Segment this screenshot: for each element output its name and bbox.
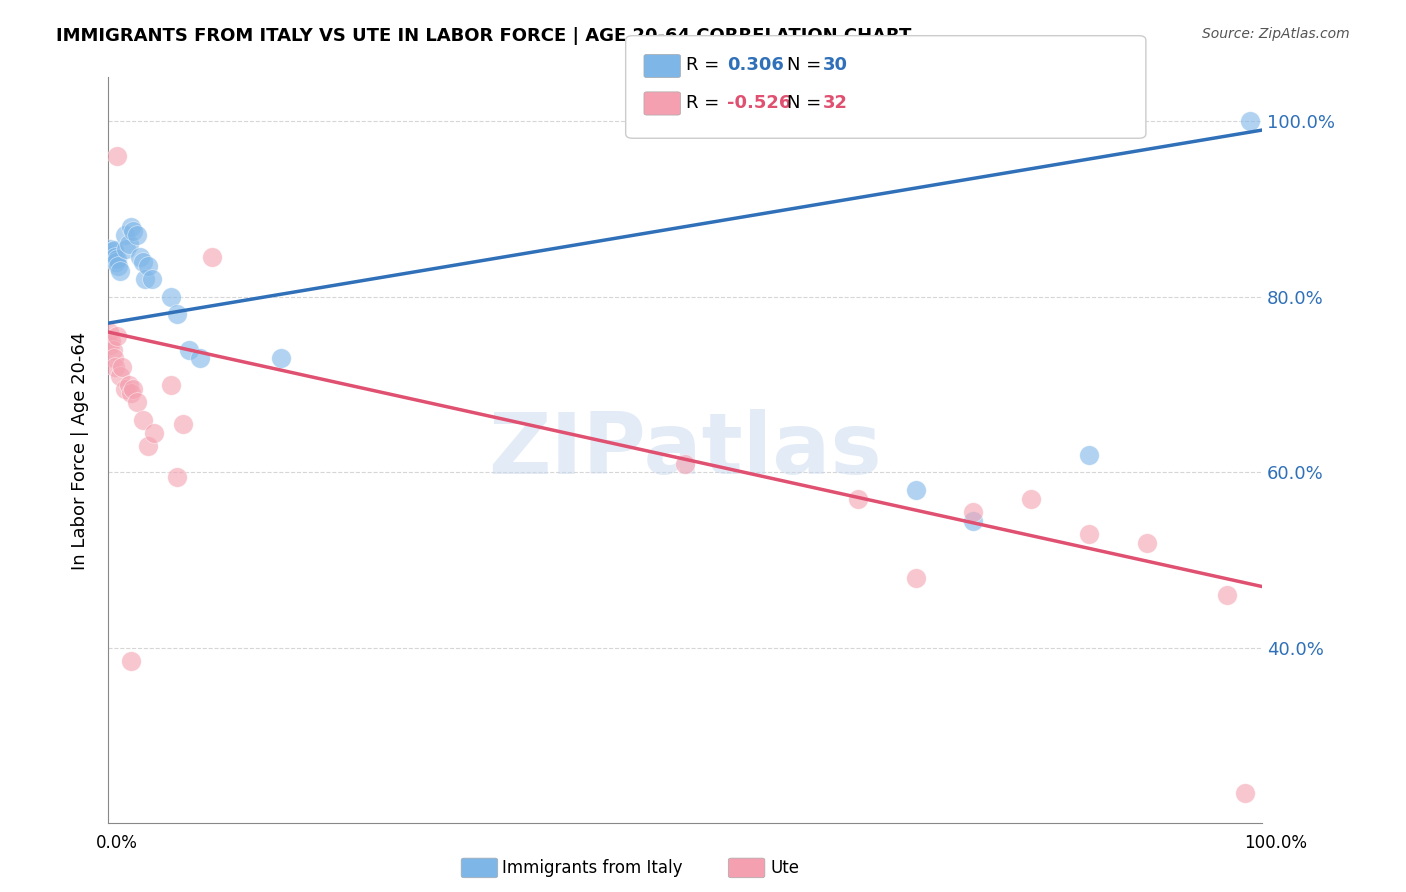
Point: [105, 254, 128, 268]
Point: [172, 417, 194, 431]
Point: [138, 439, 160, 453]
Point: [114, 382, 136, 396]
Point: [98, 338, 121, 352]
Point: [1233, 786, 1256, 800]
Point: [118, 377, 141, 392]
Text: Ute: Ute: [770, 859, 800, 877]
Point: [177, 343, 200, 357]
Point: [103, 351, 125, 366]
Point: [100, 334, 122, 348]
Point: [201, 251, 224, 265]
Point: [143, 425, 166, 440]
Point: [1216, 588, 1239, 602]
Text: N =: N =: [787, 56, 827, 74]
Point: [118, 237, 141, 252]
Text: R =: R =: [686, 94, 725, 112]
Text: Source: ZipAtlas.com: Source: ZipAtlas.com: [1202, 27, 1350, 41]
Text: N =: N =: [787, 94, 827, 112]
Point: [100, 248, 122, 262]
Point: [160, 377, 183, 392]
Point: [120, 654, 142, 668]
Point: [1077, 448, 1099, 462]
Point: [166, 307, 188, 321]
Point: [131, 413, 153, 427]
Point: [101, 244, 124, 259]
Point: [105, 252, 128, 266]
Point: [141, 272, 163, 286]
Point: [1077, 526, 1099, 541]
Point: [101, 343, 124, 357]
Point: [98, 242, 121, 256]
Point: [122, 224, 145, 238]
Point: [125, 395, 148, 409]
Text: 30: 30: [823, 56, 848, 74]
Point: [129, 251, 152, 265]
Point: [104, 360, 127, 375]
Point: [111, 360, 134, 375]
Point: [122, 382, 145, 396]
Point: [1019, 491, 1042, 506]
Point: [107, 259, 129, 273]
Point: [108, 368, 131, 383]
Point: [1135, 535, 1157, 549]
Point: [103, 244, 125, 258]
Point: [166, 470, 188, 484]
Point: [673, 457, 696, 471]
Point: [904, 483, 927, 497]
Text: IMMIGRANTS FROM ITALY VS UTE IN LABOR FORCE | AGE 20-64 CORRELATION CHART: IMMIGRANTS FROM ITALY VS UTE IN LABOR FO…: [56, 27, 911, 45]
Point: [270, 351, 292, 366]
Point: [120, 219, 142, 234]
Point: [188, 351, 211, 366]
Text: 0.0%: 0.0%: [96, 834, 138, 852]
Point: [120, 386, 142, 401]
Point: [108, 263, 131, 277]
Point: [98, 246, 121, 260]
Text: ZIPatlas: ZIPatlas: [488, 409, 882, 492]
Text: 100.0%: 100.0%: [1244, 834, 1308, 852]
Text: 0.306: 0.306: [727, 56, 783, 74]
Point: [115, 242, 138, 256]
Point: [846, 491, 869, 506]
Point: [105, 329, 128, 343]
Point: [114, 228, 136, 243]
Point: [131, 254, 153, 268]
Text: R =: R =: [686, 56, 725, 74]
Y-axis label: In Labor Force | Age 20-64: In Labor Force | Age 20-64: [72, 331, 89, 570]
Point: [904, 571, 927, 585]
Point: [104, 251, 127, 265]
Text: Immigrants from Italy: Immigrants from Italy: [502, 859, 682, 877]
Point: [98, 325, 121, 339]
Point: [962, 505, 984, 519]
Text: 32: 32: [823, 94, 848, 112]
Point: [160, 290, 183, 304]
Point: [105, 149, 128, 163]
Point: [134, 272, 156, 286]
Point: [962, 514, 984, 528]
Text: -0.526: -0.526: [727, 94, 792, 112]
Point: [125, 228, 148, 243]
Point: [138, 259, 160, 273]
Point: [1239, 114, 1261, 128]
